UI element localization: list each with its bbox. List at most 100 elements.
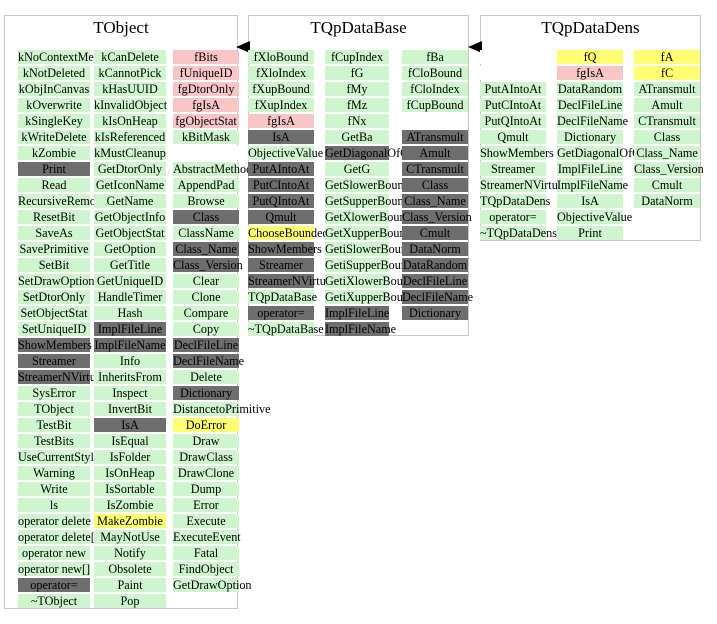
member-fgisa: fgIsA [173,98,239,112]
member-executeevent: ExecuteEvent [173,530,241,544]
panel-title: TObject [93,18,149,37]
member-putqintoat: PutQIntoAt [248,194,314,208]
member-implfileline: ImplFileLine [325,306,390,320]
inheritance-arrow-icon [236,41,250,53]
member-amult: Amult [634,98,700,112]
member-atransmult: ATransmult [634,82,700,96]
member-tqpdatadens: TQpDataDens [480,194,551,208]
member-cmult: Cmult [634,178,700,192]
member-getobjectstat: GetObjectStat [94,226,166,240]
member-tobject: TObject [18,402,90,416]
member-print: Print [557,226,623,240]
member-hash: Hash [94,306,166,320]
member-streamer: Streamer [480,162,546,176]
member-putcintoat: PutCIntoAt [248,178,314,192]
member-fq: fQ [557,50,623,64]
member-invertbit: InvertBit [94,402,166,416]
member-kinvalidobject: kInvalidObject [94,98,168,112]
member-fcupindex: fCupIndex [325,50,389,64]
member-fmz: fMz [325,98,389,112]
member-datarandom: DataRandom [557,82,623,96]
member-recursiveremove: RecursiveRemove [18,194,108,208]
member-declfileline: DeclFileLine [173,338,239,352]
member-fnx: fNx [325,114,389,128]
member-kbitmask: kBitMask [173,130,239,144]
member-streamer: Streamer [18,354,90,368]
member-gettitle: GetTitle [94,258,166,272]
member-funiqueid: fUniqueID [173,66,239,80]
member-usecurrentstyle: UseCurrentStyle [18,450,100,464]
member-getixupperbound: GetiXupperBound [325,290,416,304]
member-fg: fG [325,66,389,80]
member-getislowerbound: GetiSlowerBound [325,242,414,256]
member-declfilename: DeclFileName [557,114,629,128]
member-streamer: Streamer [248,258,314,272]
member-getba: GetBa [325,130,389,144]
member-isa: IsA [94,418,166,432]
member-kmustcleanup: kMustCleanup [94,146,166,160]
member-kcannotpick: kCannotPick [94,66,166,80]
member-empty [480,50,546,64]
member-datanorm: DataNorm [402,242,468,256]
member-qmult: Qmult [248,210,314,224]
member-setdtoronly: SetDtorOnly [18,290,90,304]
member-dictionary: Dictionary [402,306,468,320]
member-class-name: Class_Name [173,242,239,256]
member-tqpdatabase: ~TQpDataBase [248,322,324,336]
member-operator-delete: operator delete[] [18,530,99,544]
member-clear: Clear [173,274,239,288]
member-fgdtoronly: fgDtorOnly [173,82,239,96]
member-fgisa: fgIsA [248,114,314,128]
member-operator: operator= [480,210,546,224]
member-cmult: Cmult [402,226,468,240]
member-pop: Pop [94,594,166,608]
member-distancetoprimitive: DistancetoPrimitive [173,402,271,416]
member-isequal: IsEqual [94,434,166,448]
member-kcandelete: kCanDelete [94,50,166,64]
member-tobject: ~TObject [18,594,90,608]
member-getdtoronly: GetDtorOnly [94,162,166,176]
member-resetbit: ResetBit [18,210,90,224]
member-class: Class [402,178,468,192]
member-setdrawoption: SetDrawOption [18,274,95,288]
member-dump: Dump [173,482,239,496]
member-delete: Delete [173,370,239,384]
member-kisonheap: kIsOnHeap [94,114,166,128]
member-getname: GetName [94,194,166,208]
member-setbit: SetBit [18,258,90,272]
member-showmembers: ShowMembers [480,146,554,160]
member-operator-delete: operator delete [18,514,91,528]
member-isonheap: IsOnHeap [94,466,166,480]
member-isfolder: IsFolder [94,450,166,464]
member-streamernvirtual: StreamerNVirtual [248,274,335,288]
member-implfilename: ImplFileName [94,338,166,352]
member-putaintoat: PutAIntoAt [480,82,546,96]
member-setobjectstat: SetObjectStat [18,306,90,320]
member-handletimer: HandleTimer [94,290,166,304]
member-saveas: SaveAs [18,226,90,240]
member-testbits: TestBits [18,434,90,448]
member-fgisa: fgIsA [557,66,623,80]
member-syserror: SysError [18,386,90,400]
member-showmembers: ShowMembers [248,242,322,256]
member-maynotuse: MayNotUse [94,530,166,544]
member-paint: Paint [94,578,166,592]
member-class-name: Class_Name [402,194,468,208]
member-getg: GetG [325,162,389,176]
member-inheritsfrom: InheritsFrom [94,370,166,384]
member-getxupperbound: GetXupperBound [325,226,412,240]
member-getobjectinfo: GetObjectInfo [94,210,166,224]
member-getdiagonalofq: GetDiagonalOfQ [557,146,641,160]
member-drawclass: DrawClass [173,450,239,464]
member-amult: Amult [402,146,468,160]
member-knocontextmenu: kNoContextMenu [18,50,107,64]
member-issortable: IsSortable [94,482,166,496]
member-getslowerbound: GetSlowerBound [325,178,410,192]
member-isa: IsA [557,194,623,208]
member-streamernvirtual: StreamerNVirtual [18,370,105,384]
member-getdiagonalofq: GetDiagonalOfQ [325,146,409,160]
member-clone: Clone [173,290,239,304]
member-showmembers: ShowMembers [18,338,92,352]
member-fxupindex: fXupIndex [248,98,314,112]
member-findobject: FindObject [173,562,239,576]
